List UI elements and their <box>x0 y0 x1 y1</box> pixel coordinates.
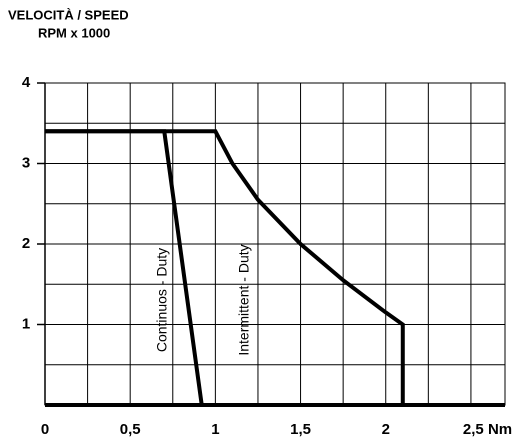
y-axis-unit: RPM x 1000 <box>38 25 110 40</box>
y-axis-title: VELOCITÀ / SPEED <box>8 7 129 22</box>
x-tick-label: 0 <box>41 421 49 438</box>
x-tick-label: 2 <box>382 421 390 438</box>
x-tick-label: 1,5 <box>290 421 311 438</box>
y-tick-label: 4 <box>22 74 31 91</box>
y-tick-label: 3 <box>22 154 30 171</box>
curve <box>45 129 204 406</box>
x-tick-label: 0,5 <box>120 421 141 438</box>
x-tick-label: 1 <box>211 421 219 438</box>
y-tick-label: 2 <box>22 235 30 252</box>
x-tick-label: 2,5 Nm <box>463 421 512 438</box>
series-label: Continuos - Duty <box>154 248 170 352</box>
curve <box>45 129 405 405</box>
series-label: Intermittent - Duty <box>236 244 252 355</box>
y-tick-label: 1 <box>22 315 30 332</box>
